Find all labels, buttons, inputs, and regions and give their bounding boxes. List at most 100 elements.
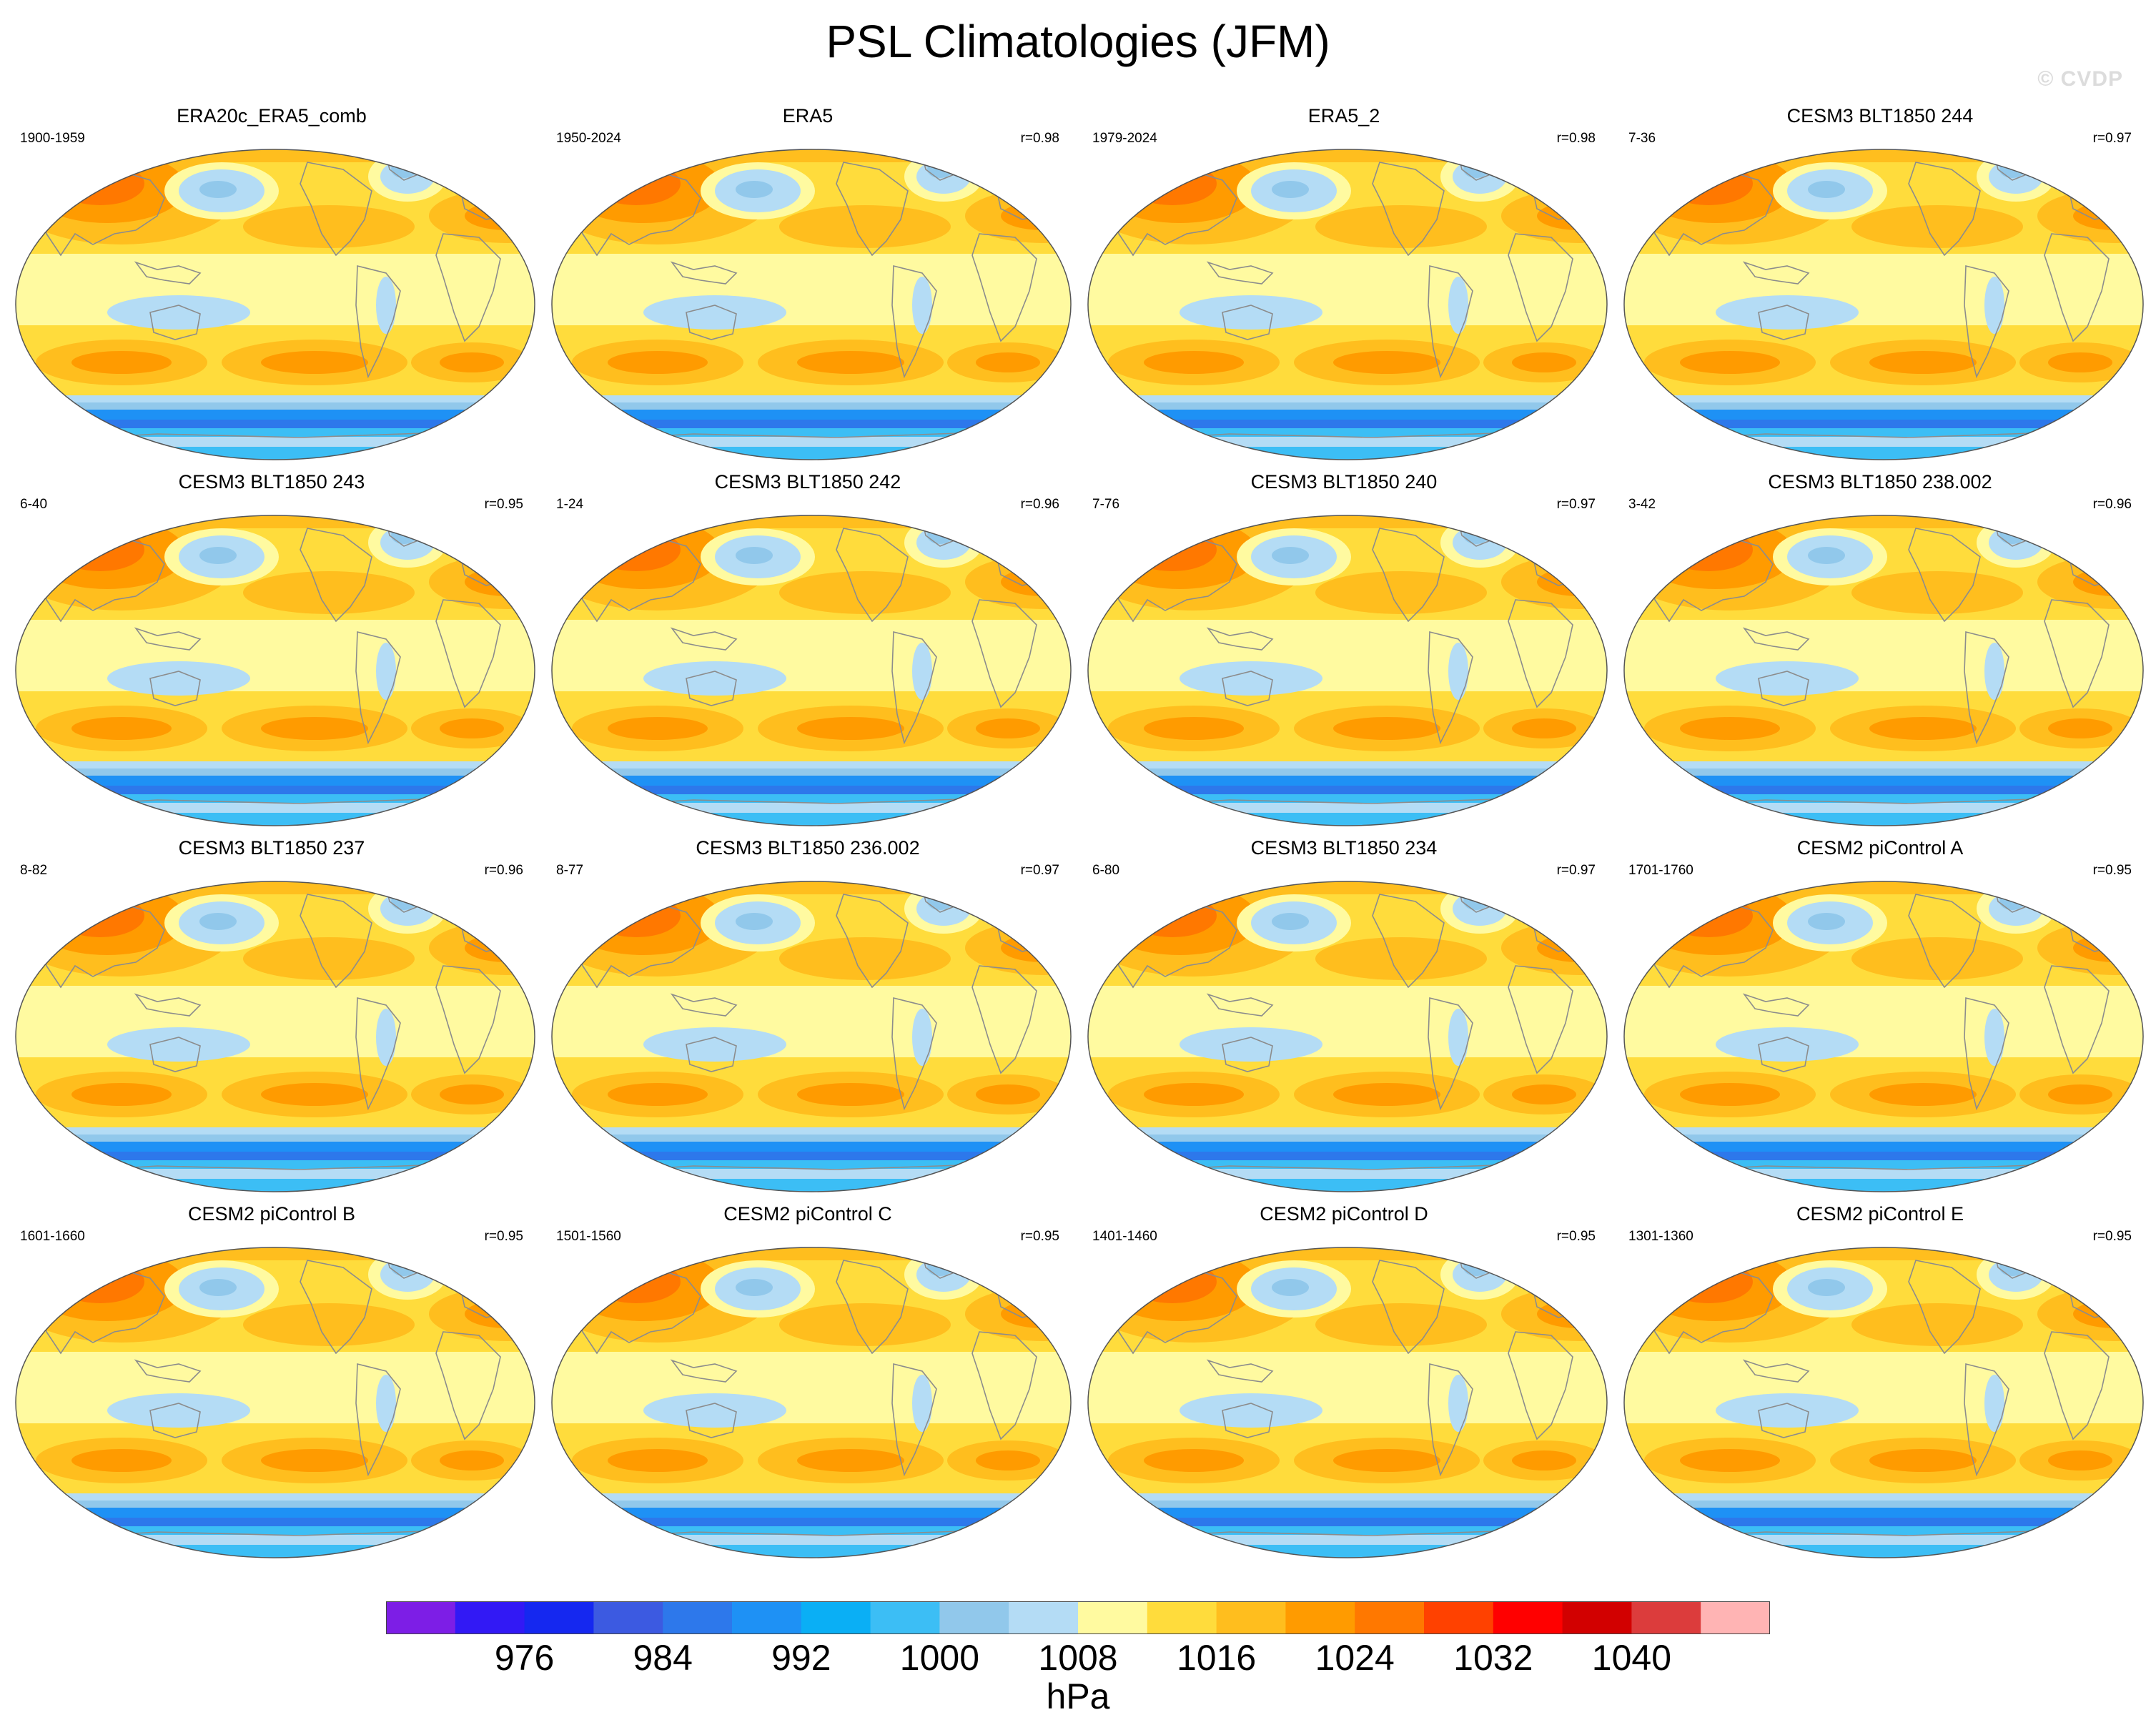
map-panel: ERA20c_ERA5_comb 1900-1959 xyxy=(7,104,536,461)
colorbar-swatch xyxy=(1355,1601,1425,1634)
pacific-high xyxy=(1851,571,2023,614)
siberian-high-core xyxy=(1681,536,1721,556)
south-america-low xyxy=(376,277,396,334)
south-atlantic-high-core xyxy=(976,718,1040,738)
colorbar-tick-label: 992 xyxy=(771,1638,831,1678)
africa-outline xyxy=(971,233,1037,342)
africa-outline xyxy=(1508,233,1573,342)
south-subtropic-edge xyxy=(1088,691,1607,707)
south-america-low xyxy=(1448,643,1468,700)
antarctic-inner xyxy=(16,1169,535,1179)
antarctic-inner xyxy=(1624,803,2143,813)
south-america-low xyxy=(376,643,396,700)
africa-outline xyxy=(435,233,501,342)
south-pacific-high-east-core xyxy=(1869,717,1977,740)
south-pacific-high-east-core xyxy=(1333,1449,1440,1472)
colorbar-tick-label: 1008 xyxy=(1038,1638,1118,1678)
colorbar-swatch xyxy=(593,1601,663,1634)
south-mid-band xyxy=(552,1482,1071,1495)
psl-map-svg xyxy=(1623,1247,2144,1558)
panel-correlation: r=0.95 xyxy=(484,497,523,512)
antarctic-inner xyxy=(1624,1169,2143,1179)
africa-outline xyxy=(1508,599,1573,708)
map-panel: CESM3 BLT1850 234 6-80 r=0.97 xyxy=(1079,836,1608,1193)
maritime-outline xyxy=(134,261,202,285)
south-pacific-high-west-core xyxy=(1144,1449,1244,1472)
panel-title: CESM2 piControl A xyxy=(1796,837,1964,859)
panel-correlation: r=0.98 xyxy=(1020,131,1059,146)
southern-ocean-band-1 xyxy=(1088,761,1607,768)
south-pacific-high-west-core xyxy=(1680,1449,1780,1472)
map-panel: CESM2 piControl B 1601-1660 r=0.95 xyxy=(7,1202,536,1559)
africa-outline xyxy=(2044,1331,2110,1440)
watermark: © CVDP xyxy=(2037,67,2123,91)
siberian-high-core xyxy=(73,170,113,190)
siberian-high-inner xyxy=(592,162,681,205)
south-america-low xyxy=(376,1009,396,1066)
tropical-band xyxy=(1088,986,1607,1057)
south-mid-band xyxy=(1088,750,1607,763)
africa-outline xyxy=(435,599,501,708)
south-atlantic-high-core xyxy=(2048,1084,2112,1104)
tropical-band xyxy=(1624,1352,2143,1423)
siberian-high-inner xyxy=(56,528,144,571)
south-pacific-high-east-core xyxy=(797,1449,904,1472)
africa-outline xyxy=(1508,1331,1573,1440)
africa-outline xyxy=(971,1331,1037,1440)
southern-ocean-band-2 xyxy=(16,1135,535,1142)
panel-title: CESM3 BLT1850 243 xyxy=(178,471,365,493)
maritime-low xyxy=(643,1393,786,1428)
south-pacific-high-west-core xyxy=(608,1083,708,1106)
colorbar-tick-label: 1040 xyxy=(1591,1638,1672,1678)
map-panel: CESM3 BLT1850 242 1-24 r=0.96 xyxy=(543,470,1072,827)
south-mid-band xyxy=(1624,750,2143,763)
africa-outline xyxy=(435,1331,501,1440)
south-pacific-high-west-core xyxy=(1144,351,1244,374)
colorbar-tick-label: 984 xyxy=(633,1638,693,1678)
siberian-high-inner xyxy=(1664,528,1753,571)
panel-correlation: r=0.96 xyxy=(484,863,523,878)
siberian-high-inner xyxy=(592,1260,681,1303)
south-mid-band xyxy=(1088,1116,1607,1129)
south-atlantic-high-core xyxy=(440,1450,504,1470)
maritime-low xyxy=(1180,1393,1322,1428)
siberian-high-core xyxy=(609,1268,649,1288)
maritime-outline xyxy=(1742,993,1810,1017)
panel-title: CESM2 piControl D xyxy=(1260,1203,1428,1225)
arctic-band xyxy=(552,1247,1071,1260)
colorbar-swatch xyxy=(1147,1601,1217,1634)
aleutian-low-core xyxy=(736,181,773,198)
south-atlantic-high-core xyxy=(976,1084,1040,1104)
pacific-high xyxy=(243,205,415,248)
south-atlantic-high-core xyxy=(1512,718,1576,738)
southern-ocean-band-2 xyxy=(552,768,1071,776)
south-mid-band xyxy=(16,1482,535,1495)
south-pacific-high-east-core xyxy=(797,1083,904,1106)
north-america-outline xyxy=(1372,162,1445,257)
south-subtropic-edge xyxy=(1088,1423,1607,1439)
map-panel: CESM3 BLT1850 237 8-82 r=0.96 xyxy=(7,836,536,1193)
arctic-band xyxy=(1624,515,2143,528)
aleutian-low-core xyxy=(1272,547,1309,564)
tropical-band xyxy=(552,1352,1071,1423)
pacific-high xyxy=(1851,205,2023,248)
map-border xyxy=(1623,881,2144,1192)
siberian-high-inner xyxy=(56,894,144,937)
colorbar-tick-label: 1024 xyxy=(1315,1638,1395,1678)
psl-map xyxy=(550,880,1072,1193)
map-panel: CESM3 BLT1850 243 6-40 r=0.95 xyxy=(7,470,536,827)
map-panel: ERA5_2 1979-2024 r=0.98 xyxy=(1079,104,1608,461)
southern-ocean-band-4 xyxy=(16,786,535,794)
south-mid-band xyxy=(16,1116,535,1129)
tropical-band xyxy=(1088,620,1607,691)
map-border xyxy=(551,515,1072,826)
south-pacific-high-west-core xyxy=(71,717,172,740)
tropical-band xyxy=(16,254,535,325)
maritime-low xyxy=(107,1027,250,1062)
maritime-outline xyxy=(1742,1359,1810,1383)
south-pacific-high-west-core xyxy=(71,1449,172,1472)
south-america-low xyxy=(1984,1009,2004,1066)
australia-outline xyxy=(1222,305,1273,340)
antarctic-inner xyxy=(552,803,1071,813)
